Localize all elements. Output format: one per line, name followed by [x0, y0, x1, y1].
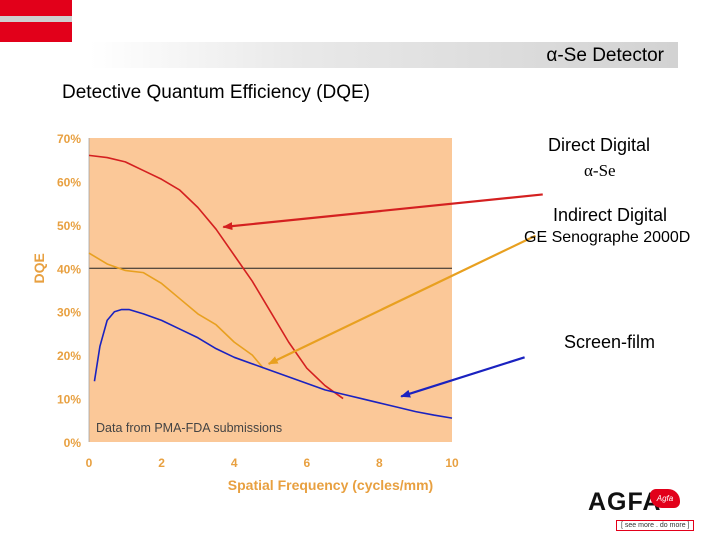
- source-note: Data from PMA-FDA submissions: [96, 421, 282, 435]
- y-tick-label: 20%: [57, 349, 81, 363]
- y-tick-label: 10%: [57, 393, 81, 407]
- x-tick-label: 10: [445, 456, 459, 470]
- label-direct-digital-material: α-Se: [584, 161, 616, 181]
- agfa-logo: AGFA Agfa [ see more . do more ]: [582, 488, 716, 536]
- y-tick-label: 70%: [57, 132, 81, 146]
- x-tick-label: 8: [376, 456, 383, 470]
- x-tick-label: 6: [303, 456, 310, 470]
- x-axis-label: Spatial Frequency (cycles/mm): [228, 477, 433, 493]
- agfa-logo-badge: Agfa: [650, 489, 680, 508]
- label-indirect-digital-model: GE Senographe 2000D: [524, 229, 690, 247]
- x-tick-label: 4: [231, 456, 238, 470]
- x-tick-label: 2: [158, 456, 165, 470]
- agfa-logo-tagline: [ see more . do more ]: [616, 520, 694, 531]
- y-tick-label: 50%: [57, 219, 81, 233]
- x-tick-label: 0: [86, 456, 93, 470]
- y-tick-label: 40%: [57, 262, 81, 276]
- label-screen-film: Screen-film: [564, 332, 655, 353]
- label-indirect-digital: Indirect Digital: [553, 205, 667, 226]
- plot-area: [89, 138, 452, 442]
- label-direct-digital: Direct Digital: [548, 135, 650, 156]
- y-axis-label: DQE: [31, 253, 47, 283]
- y-tick-label: 30%: [57, 306, 81, 320]
- y-tick-label: 0%: [64, 436, 82, 450]
- y-tick-label: 60%: [57, 175, 81, 189]
